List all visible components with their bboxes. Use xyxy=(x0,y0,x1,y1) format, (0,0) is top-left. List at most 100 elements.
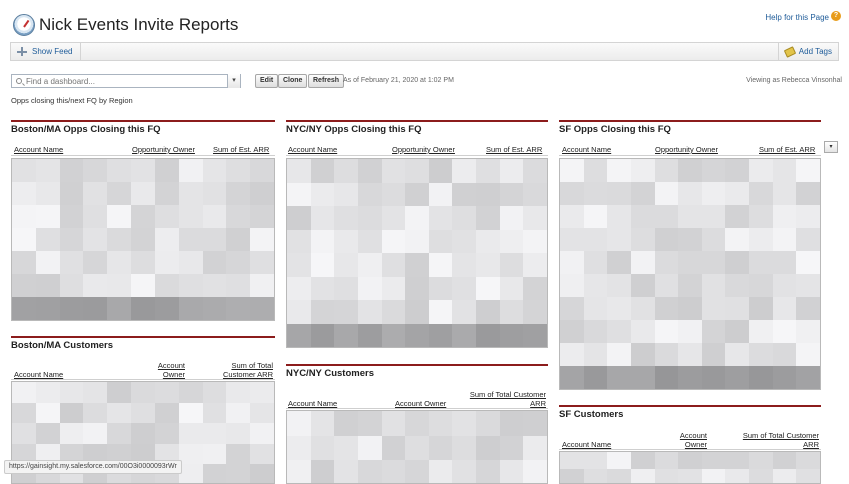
redacted-cell xyxy=(725,205,750,228)
redacted-cell xyxy=(202,382,227,403)
clone-button[interactable]: Clone xyxy=(278,74,308,88)
col-account-name[interactable]: Account Name xyxy=(562,145,612,154)
redacted-cell xyxy=(357,229,382,253)
chevron-down-icon[interactable]: ▾ xyxy=(227,74,240,88)
add-tags-button[interactable]: Add Tags xyxy=(777,43,838,60)
redacted-cell xyxy=(499,323,524,347)
redacted-cell xyxy=(630,159,655,182)
redacted-cell xyxy=(310,159,335,183)
redacted-cell xyxy=(83,382,108,403)
redacted-cell xyxy=(452,229,477,253)
redacted-cell xyxy=(654,468,679,483)
redacted-cell xyxy=(796,366,820,389)
redacted-cell xyxy=(131,228,155,251)
redacted-cell xyxy=(678,251,702,274)
dashboard-search[interactable]: ▾ xyxy=(11,74,241,88)
redacted-cell xyxy=(226,382,251,403)
redacted-cell xyxy=(583,274,608,297)
blurred-rows xyxy=(287,159,547,347)
col-account-name[interactable]: Account Name xyxy=(288,399,338,408)
redacted-cell xyxy=(499,411,524,436)
redacted-cell xyxy=(310,276,335,300)
redacted-cell xyxy=(178,443,203,465)
blurred-rows xyxy=(560,452,820,483)
redacted-cell xyxy=(654,228,679,251)
table-header: Account Name Account Owner Sum of Total … xyxy=(11,359,275,380)
col-opportunity-owner[interactable]: Opportunity Owner xyxy=(392,145,455,154)
search-input[interactable] xyxy=(26,76,226,87)
redacted-cell xyxy=(178,205,203,228)
redacted-cell xyxy=(654,205,679,228)
redacted-cell xyxy=(749,251,773,274)
col-sum-est-arr[interactable]: Sum of Est. ARR xyxy=(486,145,543,154)
redacted-cell xyxy=(678,297,702,320)
redacted-cell xyxy=(35,423,60,444)
status-url: https://gainsight.my.salesforce.com/00O3… xyxy=(4,460,182,474)
col-opportunity-owner[interactable]: Opportunity Owner xyxy=(655,145,718,154)
redacted-cell xyxy=(35,274,60,297)
col-sum-est-arr[interactable]: Sum of Est. ARR xyxy=(213,145,270,154)
col-sum-total-customer-arr[interactable]: Sum of Total Customer ARR xyxy=(469,390,546,408)
redacted-cell xyxy=(287,276,311,300)
redacted-cell xyxy=(250,423,274,444)
redacted-cell xyxy=(154,159,179,182)
col-account-name[interactable]: Account Name xyxy=(288,145,338,154)
col-account-name[interactable]: Account Name xyxy=(562,440,612,449)
redacted-cell xyxy=(59,228,84,251)
redacted-cell xyxy=(12,228,36,251)
col-opportunity-owner[interactable]: Opportunity Owner xyxy=(132,145,195,154)
redacted-cell xyxy=(725,297,750,320)
col-account-owner[interactable]: Account Owner xyxy=(157,361,185,379)
sf-customers-table-body xyxy=(559,451,821,484)
redacted-cell xyxy=(287,182,311,206)
redacted-cell xyxy=(357,159,382,183)
col-sum-est-arr[interactable]: Sum of Est. ARR xyxy=(759,145,816,154)
help-icon[interactable]: ? xyxy=(831,11,841,21)
col-account-name[interactable]: Account Name xyxy=(14,370,64,379)
refresh-button[interactable]: Refresh xyxy=(308,74,345,88)
col-account-owner[interactable]: Account Owner xyxy=(395,399,447,408)
redacted-cell xyxy=(772,274,797,297)
show-feed-label: Show Feed xyxy=(32,47,73,56)
redacted-cell xyxy=(701,452,726,469)
redacted-cell xyxy=(250,205,274,228)
redacted-cell xyxy=(178,274,203,297)
redacted-cell xyxy=(523,435,547,461)
column-menu-icon[interactable]: ▾ xyxy=(824,141,838,153)
redacted-cell xyxy=(250,159,274,182)
redacted-cell xyxy=(202,228,227,251)
redacted-cell xyxy=(202,274,227,297)
redacted-cell xyxy=(560,251,584,274)
redacted-cell xyxy=(560,182,584,205)
redacted-cell xyxy=(334,159,358,183)
component-title: SF Opps Closing this FQ xyxy=(559,124,671,135)
redacted-cell xyxy=(178,464,203,483)
redacted-cell xyxy=(523,460,547,483)
redacted-cell xyxy=(452,323,477,347)
redacted-cell xyxy=(630,297,655,320)
component-title: NYC/NY Opps Closing this FQ xyxy=(286,124,422,135)
redacted-cell xyxy=(381,435,406,461)
edit-button[interactable]: Edit xyxy=(255,74,279,88)
col-sum-total-customer-arr[interactable]: Sum of Total Customer ARR xyxy=(742,431,819,449)
col-sum-total-customer-arr[interactable]: Sum of Total Customer ARR xyxy=(222,361,273,379)
col-account-name[interactable]: Account Name xyxy=(14,145,64,154)
redacted-cell xyxy=(107,402,132,424)
redacted-cell xyxy=(381,323,406,347)
redacted-cell xyxy=(428,206,453,230)
redacted-cell xyxy=(725,274,750,297)
redacted-cell xyxy=(701,182,726,205)
col-account-owner[interactable]: Account Owner xyxy=(679,431,707,449)
redacted-cell xyxy=(499,276,524,300)
redacted-cell xyxy=(749,468,773,483)
redacted-cell xyxy=(654,251,679,274)
redacted-cell xyxy=(583,182,608,205)
show-feed-button[interactable]: Show Feed xyxy=(11,43,82,60)
redacted-cell xyxy=(83,443,108,465)
redacted-cell xyxy=(725,182,750,205)
redacted-cell xyxy=(35,297,60,320)
component-rule xyxy=(286,364,548,366)
help-link[interactable]: Help for this Page xyxy=(765,13,829,22)
tag-icon xyxy=(783,45,797,58)
redacted-cell xyxy=(59,297,84,320)
